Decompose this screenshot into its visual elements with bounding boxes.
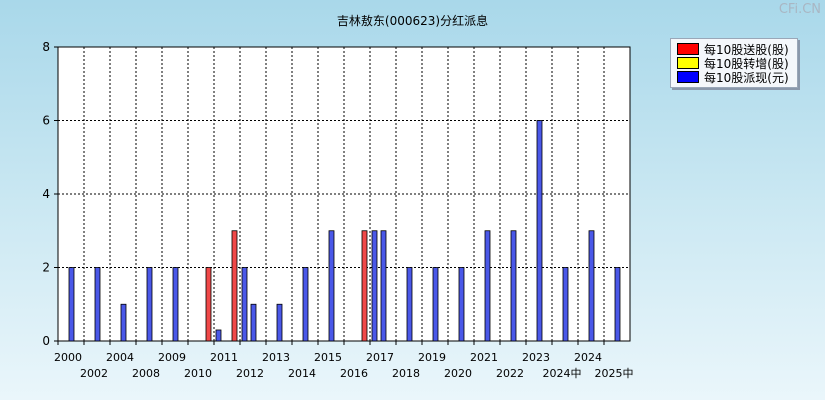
bar-pai [380, 230, 387, 342]
x-tick-label: 2013 [262, 351, 290, 364]
y-tick-label: 0 [42, 334, 50, 348]
legend-label-song: 每10股送股(股) [704, 42, 789, 57]
bar-pai [94, 267, 101, 342]
bar-pai [458, 267, 465, 342]
x-tick-label: 2009 [158, 351, 186, 364]
x-tick-label: 2011 [210, 351, 238, 364]
x-tick-label: 2021 [470, 351, 498, 364]
bar-pai [406, 267, 413, 342]
y-tick-label: 4 [42, 187, 50, 201]
bar-pai [432, 267, 439, 342]
bar-pai [302, 267, 309, 342]
bar-song [231, 230, 238, 342]
x-tick-label: 2004 [106, 351, 134, 364]
y-tick-label: 8 [42, 40, 50, 54]
x-tick-label: 2014 [288, 367, 316, 380]
x-tick-label: 2017 [366, 351, 394, 364]
bar-pai [614, 267, 621, 342]
x-tick-label: 2024 [574, 351, 602, 364]
bar-pai [276, 303, 283, 342]
x-tick-label: 2025中 [595, 367, 634, 380]
legend-label-pai: 每10股派现(元) [704, 70, 789, 85]
x-tick-label: 2015 [314, 351, 342, 364]
x-tick-label: 2016 [340, 367, 368, 380]
bar-pai [371, 230, 378, 342]
bar-pai [172, 267, 179, 342]
x-tick-label: 2010 [184, 367, 212, 380]
bar-pai [328, 230, 335, 342]
y-tick-label: 6 [42, 114, 50, 128]
x-tick-label: 2000 [54, 351, 82, 364]
legend-label-zhuan: 每10股转增(股) [704, 56, 789, 71]
x-tick-label: 2022 [496, 367, 524, 380]
x-tick-label: 2024中 [543, 367, 582, 380]
bar-pai [68, 267, 75, 342]
bar-pai [562, 267, 569, 342]
x-tick-label: 2018 [392, 367, 420, 380]
bar-pai [484, 230, 491, 342]
x-tick-label: 2023 [522, 351, 550, 364]
watermark-text: CFi.CN [778, 2, 821, 17]
bar-song [205, 267, 212, 342]
bar-song [361, 230, 368, 342]
x-tick-label: 2002 [80, 367, 108, 380]
legend-swatch-pai [677, 71, 699, 83]
chart-title: 吉林敖东(000623)分红派息 [336, 14, 489, 28]
bar-pai [241, 267, 248, 342]
legend-swatch-zhuan [677, 57, 699, 69]
legend-swatch-song [677, 43, 699, 55]
legend-item-zhuan: 每10股转增(股) [677, 56, 789, 71]
x-tick-label: 2020 [444, 367, 472, 380]
bar-pai [510, 230, 517, 342]
y-tick-label: 2 [42, 261, 50, 275]
legend-item-song: 每10股送股(股) [677, 42, 789, 57]
bar-pai [588, 230, 595, 342]
bar-pai [120, 303, 127, 342]
x-tick-label: 2019 [418, 351, 446, 364]
x-tick-label: 2012 [236, 367, 264, 380]
legend: 每10股送股(股) 每10股转增(股) 每10股派现(元) [670, 38, 798, 88]
bar-pai [250, 303, 257, 342]
bar-pai [536, 120, 543, 342]
x-tick-label: 2008 [132, 367, 160, 380]
bar-pai [215, 329, 222, 342]
bar-pai [146, 267, 153, 342]
legend-item-pai: 每10股派现(元) [677, 70, 789, 85]
